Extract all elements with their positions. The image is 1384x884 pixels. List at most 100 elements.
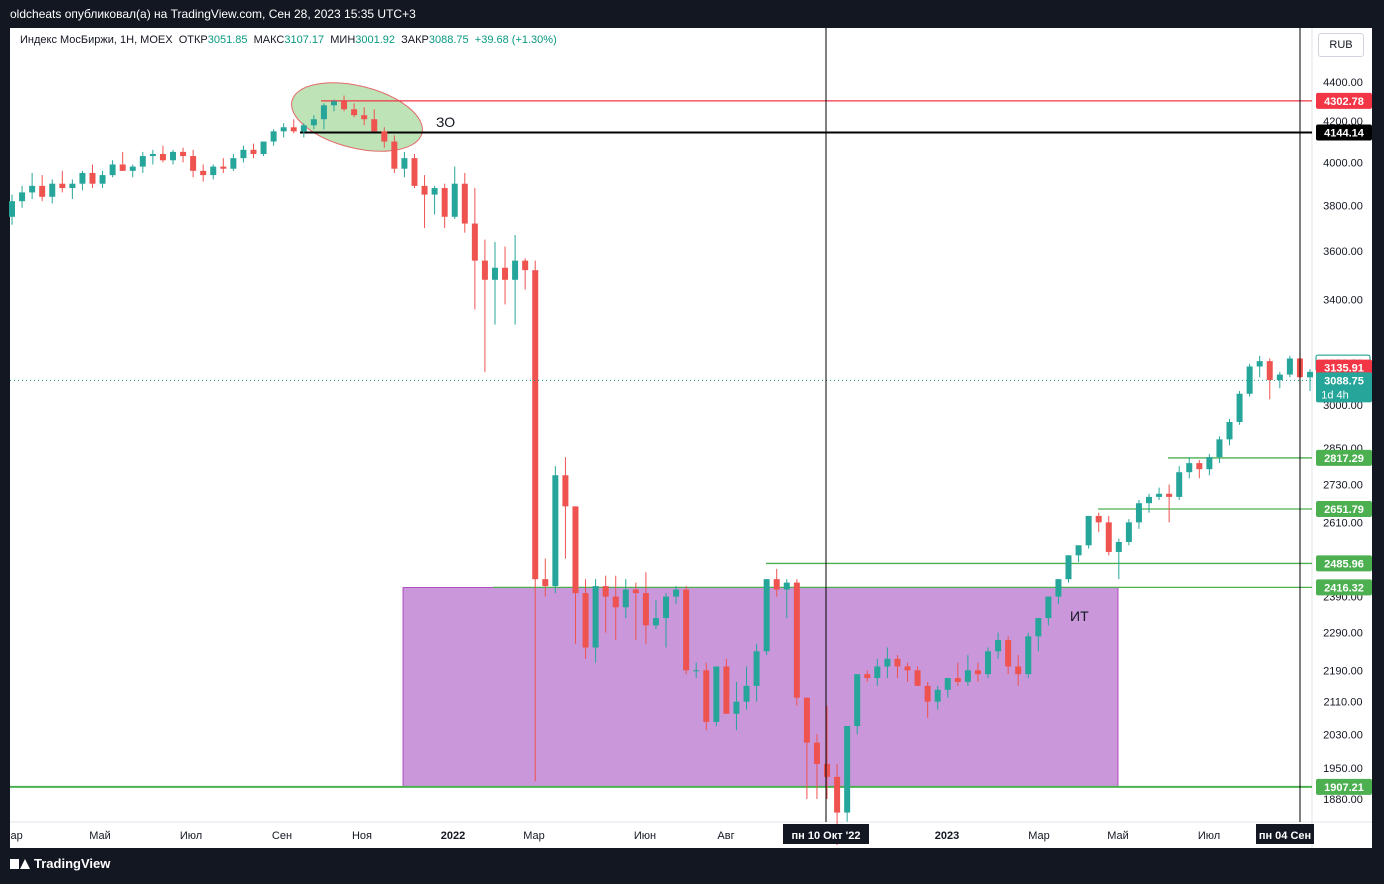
candle-body: [1146, 496, 1153, 504]
candle-body: [361, 115, 368, 120]
candle-body: [1075, 545, 1082, 556]
y-tick-label: 4000.00: [1323, 157, 1363, 169]
candle-body: [1085, 515, 1092, 546]
candle-body: [864, 674, 871, 679]
candle-body: [441, 188, 448, 217]
candle-body: [190, 156, 197, 171]
candle-body: [673, 589, 680, 597]
candle-body: [69, 183, 76, 189]
candle-body: [1246, 366, 1253, 394]
price-tag-up: [1316, 372, 1372, 403]
x-tick-label: Май: [89, 830, 111, 842]
legend-change: +39.68 (+1.30%): [474, 34, 557, 46]
x-tick-label: Мар: [1028, 830, 1050, 842]
level-price-tag: [1316, 449, 1372, 466]
candle-body: [351, 109, 358, 116]
candle-body: [854, 674, 861, 727]
candle-body: [592, 586, 599, 648]
candle-body: [9, 201, 15, 217]
y-tick-label: 2190.00: [1323, 665, 1363, 677]
candle-body: [280, 127, 287, 132]
candle-body: [773, 579, 780, 590]
candle-body: [79, 172, 86, 184]
candle-body: [723, 666, 730, 714]
candle-body: [1236, 393, 1243, 422]
candle-body: [562, 475, 569, 507]
tradingview-footer[interactable]: TradingView: [10, 856, 110, 871]
candle-body: [894, 658, 901, 667]
crosshair-date-box: [783, 824, 869, 844]
candle-body: [904, 666, 911, 671]
candle-body: [502, 267, 509, 280]
candle-body: [1025, 636, 1032, 675]
candle-body: [1196, 463, 1203, 470]
candle-body: [1226, 421, 1233, 440]
tradingview-logo-icon: [10, 858, 30, 870]
candle-body: [169, 151, 176, 161]
legend-open-value: 3051.85: [207, 34, 248, 46]
ohlc-legend: Индекс МосБиржи, 1Н, MOEX ОТКР3051.85 МА…: [20, 34, 557, 46]
candle-body: [240, 149, 247, 159]
candle-body: [683, 589, 690, 671]
y-tick-label: 2290.00: [1323, 628, 1363, 640]
candle-body: [1276, 374, 1283, 381]
candle-body: [532, 270, 539, 580]
legend-symbol: Индекс МосБиржи, 1Н, MOEX: [20, 34, 173, 46]
candle-body: [129, 166, 136, 171]
candle-body: [401, 158, 408, 169]
candle-body: [461, 183, 468, 224]
price-tag-label: 3088.75: [1324, 375, 1364, 387]
candle-body: [753, 651, 760, 686]
candle-body: [159, 153, 166, 161]
candle-body: [1186, 463, 1193, 473]
currency-button[interactable]: RUB: [1318, 33, 1364, 57]
candle-body: [391, 141, 398, 169]
candle-body: [954, 678, 961, 682]
legend-open-label: ОТКР: [178, 34, 208, 46]
level-price-label: 4144.14: [1324, 128, 1365, 140]
top-ellipse: [291, 82, 423, 152]
tradingview-brand: TradingView: [34, 856, 111, 871]
candle-body: [824, 763, 831, 777]
y-tick-label: 3600.00: [1323, 246, 1363, 258]
y-tick-label: 3800.00: [1323, 201, 1363, 213]
candle-body: [1166, 493, 1173, 497]
x-tick-label: Сен: [272, 830, 292, 842]
level-price-label: 2651.79: [1324, 504, 1364, 516]
candle-body: [743, 685, 750, 702]
candle-body: [481, 260, 488, 280]
candle-body: [200, 170, 207, 176]
candle-body: [974, 670, 981, 675]
candle-body: [1055, 579, 1062, 597]
level-price-tag: [1316, 92, 1372, 109]
level-price-tag: [1316, 579, 1372, 596]
candle-body: [834, 776, 841, 813]
price-tag-label: 3135.91: [1324, 363, 1364, 375]
candle-body: [693, 670, 700, 672]
y-tick-label: 3000.00: [1323, 400, 1363, 412]
candle-body: [663, 596, 670, 619]
candle-body: [632, 589, 639, 594]
publisher-line: oldcheats опубликовал(а) на TradingView.…: [10, 7, 416, 21]
price-axis-bg: [1312, 28, 1372, 822]
candle-body: [995, 640, 1002, 652]
y-tick-label: 1880.00: [1323, 794, 1363, 806]
x-tick-label: Июл: [180, 830, 202, 842]
candle-body: [512, 260, 519, 280]
candle-body: [1176, 472, 1183, 497]
candle-body: [1256, 361, 1263, 367]
cursor-date-label: пн 04 Сен: [1259, 830, 1311, 842]
candle-body: [1125, 522, 1132, 542]
candle-body: [522, 260, 529, 271]
annotation-label: ИТ: [1070, 608, 1089, 624]
level-price-tag: [1316, 500, 1372, 517]
legend-low-label: МИН: [330, 34, 356, 46]
candle-body: [421, 185, 428, 195]
y-tick-label: 2110.00: [1324, 697, 1363, 709]
candle-body: [572, 506, 579, 594]
candle-body: [622, 589, 629, 608]
candle-body: [310, 119, 317, 126]
level-price-label: 2416.32: [1324, 582, 1364, 594]
candle-body: [49, 183, 56, 197]
